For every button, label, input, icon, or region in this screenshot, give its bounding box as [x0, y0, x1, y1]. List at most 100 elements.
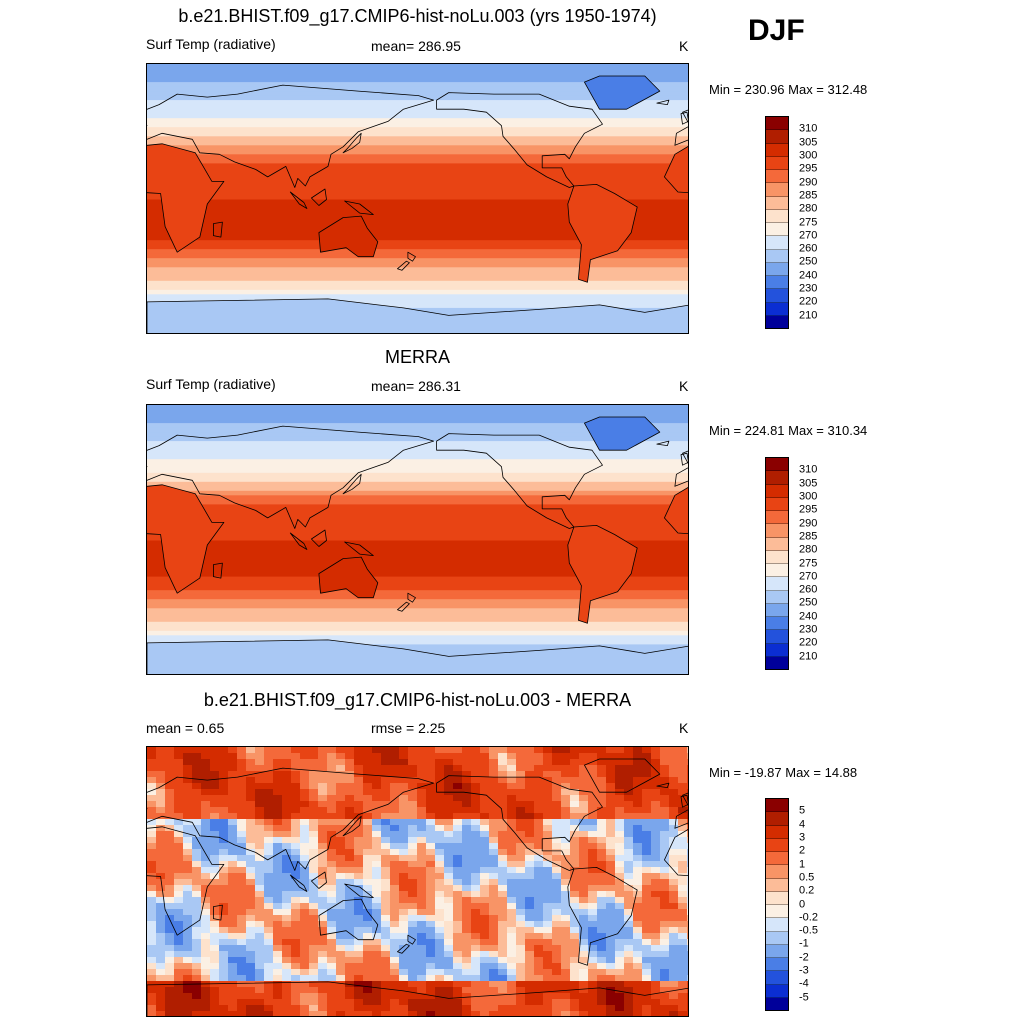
- colorbar-tick-label: -3: [799, 964, 809, 977]
- panel-2-map: [146, 404, 689, 675]
- colorbar-tick-label: -5: [799, 991, 809, 1004]
- panel-1-colorbar: [765, 116, 789, 329]
- colorbar-swatch: [766, 223, 788, 237]
- colorbar-swatch: [766, 156, 788, 170]
- colorbar-swatch: [766, 236, 788, 250]
- panel-1-mean-label: mean= 286.95: [371, 38, 461, 54]
- colorbar-tick-label: 270: [799, 229, 818, 242]
- colorbar-swatch: [766, 918, 788, 932]
- panel-2-colorbar: [765, 457, 789, 670]
- colorbar-swatch: [766, 931, 788, 945]
- colorbar-swatch: [766, 143, 788, 157]
- colorbar-swatch: [766, 315, 788, 328]
- colorbar-tick-label: -2: [799, 951, 809, 964]
- colorbar-tick-label: 275: [799, 216, 818, 228]
- colorbar-tick-label: -1: [799, 937, 809, 950]
- panel-2-mean-label: mean= 286.31: [371, 378, 461, 394]
- colorbar-tick-label: 305: [799, 477, 818, 490]
- colorbar-swatch: [766, 812, 788, 826]
- panel-1-map: [146, 63, 689, 334]
- colorbar-tick-label: 305: [799, 136, 818, 149]
- colorbar-tick-label: 0: [799, 898, 806, 910]
- colorbar-tick-label: 300: [799, 149, 818, 162]
- colorbar-swatch: [766, 471, 788, 485]
- colorbar-tick-label: 260: [799, 242, 818, 255]
- colorbar-tick-label: 295: [799, 162, 818, 175]
- panel-1-units: K: [679, 38, 689, 54]
- colorbar-tick-label: 210: [799, 650, 818, 663]
- colorbar-tick-label: 3: [799, 831, 806, 844]
- panel-1-minmax: Min = 230.96 Max = 312.48: [709, 82, 868, 97]
- season-label: DJF: [748, 14, 805, 47]
- colorbar-swatch: [766, 276, 788, 290]
- colorbar-swatch: [766, 577, 788, 591]
- colorbar-tick-label: 5: [799, 804, 806, 817]
- colorbar-tick-label: 240: [799, 610, 818, 623]
- colorbar-swatch: [766, 878, 788, 892]
- colorbar-tick-label: 210: [799, 309, 818, 322]
- colorbar-swatch: [766, 799, 788, 813]
- colorbar-swatch: [766, 984, 788, 998]
- colorbar-tick-label: -4: [799, 977, 809, 990]
- colorbar-swatch: [766, 825, 788, 839]
- colorbar-tick-label: 220: [799, 295, 818, 308]
- colorbar-tick-label: 1: [799, 858, 806, 871]
- panel-1-variable-label: Surf Temp (radiative): [146, 36, 276, 52]
- surface-temperature-difference-map: [147, 747, 688, 1016]
- colorbar-tick-label: 2: [799, 844, 806, 857]
- colorbar-swatch: [766, 656, 788, 669]
- colorbar-swatch: [766, 537, 788, 551]
- colorbar-swatch: [766, 603, 788, 617]
- colorbar-tick-label: 310: [799, 122, 818, 135]
- colorbar-tick-label: 230: [799, 623, 818, 636]
- panel-3-units: K: [679, 720, 689, 736]
- colorbar-tick-label: -0.5: [799, 924, 818, 937]
- colorbar-swatch: [766, 183, 788, 197]
- colorbar-tick-label: 4: [799, 818, 806, 831]
- colorbar-swatch: [766, 484, 788, 498]
- colorbar-tick-label: 230: [799, 282, 818, 295]
- colorbar-swatch: [766, 891, 788, 905]
- colorbar-tick-label: 260: [799, 583, 818, 596]
- colorbar-swatch: [766, 643, 788, 657]
- colorbar-swatch: [766, 997, 788, 1010]
- colorbar-swatch: [766, 262, 788, 276]
- colorbar-tick-label: 250: [799, 255, 818, 268]
- panel-2-variable-label: Surf Temp (radiative): [146, 376, 276, 392]
- colorbar-swatch: [766, 971, 788, 985]
- colorbar-tick-label: 0.5: [799, 871, 815, 884]
- colorbar-tick-label: 0.2: [799, 884, 815, 897]
- colorbar-tick-label: 280: [799, 543, 818, 556]
- colorbar-swatch: [766, 497, 788, 511]
- colorbar-swatch: [766, 289, 788, 303]
- colorbar-swatch: [766, 564, 788, 578]
- colorbar-tick-label: 310: [799, 463, 818, 476]
- colorbar-tick-label: 240: [799, 269, 818, 282]
- colorbar-swatch: [766, 302, 788, 316]
- panel-2-units: K: [679, 378, 689, 394]
- colorbar-tick-label: -0.2: [799, 911, 818, 924]
- colorbar-tick-label: 285: [799, 189, 818, 202]
- panel-2-minmax: Min = 224.81 Max = 310.34: [709, 423, 868, 438]
- surface-temperature-map-merra: [147, 405, 688, 674]
- colorbar-tick-label: 290: [799, 517, 818, 530]
- colorbar-swatch: [766, 590, 788, 604]
- panel-2-title: MERRA: [384, 347, 450, 367]
- colorbar-swatch: [766, 524, 788, 538]
- colorbar-tick-label: 275: [799, 557, 818, 569]
- panel-3-mean-label: mean = 0.65: [146, 720, 225, 736]
- colorbar-swatch: [766, 905, 788, 919]
- colorbar-tick-label: 280: [799, 202, 818, 215]
- colorbar-tick-label: 220: [799, 636, 818, 649]
- panel-3-map: [146, 746, 689, 1017]
- colorbar-swatch: [766, 170, 788, 184]
- colorbar-swatch: [766, 209, 788, 223]
- colorbar-tick-label: 270: [799, 570, 818, 583]
- colorbar-swatch: [766, 249, 788, 263]
- colorbar-swatch: [766, 838, 788, 852]
- colorbar-swatch: [766, 630, 788, 644]
- colorbar-tick-label: 295: [799, 503, 818, 516]
- panel-3-title: b.e21.BHIST.f09_g17.CMIP6-hist-noLu.003 …: [203, 690, 632, 710]
- colorbar-swatch: [766, 117, 788, 131]
- colorbar-swatch: [766, 958, 788, 972]
